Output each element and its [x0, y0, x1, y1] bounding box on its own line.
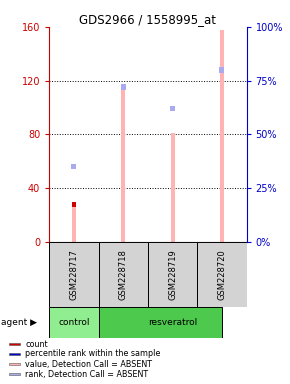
Bar — [9, 353, 20, 355]
Text: GSM228718: GSM228718 — [119, 249, 128, 300]
Text: count: count — [25, 340, 48, 349]
Text: GSM228720: GSM228720 — [217, 249, 226, 300]
Bar — [72, 206, 76, 242]
Bar — [49, 242, 99, 307]
Bar — [170, 106, 175, 111]
Text: GSM228717: GSM228717 — [69, 249, 79, 300]
Bar — [219, 67, 224, 73]
Text: percentile rank within the sample: percentile rank within the sample — [25, 349, 161, 359]
Text: resveratrol: resveratrol — [148, 318, 197, 327]
Bar — [99, 307, 222, 338]
Bar — [9, 343, 20, 346]
Bar — [71, 164, 76, 169]
Bar — [220, 30, 224, 242]
Bar — [197, 242, 246, 307]
Bar — [148, 242, 197, 307]
Bar — [121, 90, 125, 242]
Text: rank, Detection Call = ABSENT: rank, Detection Call = ABSENT — [25, 370, 148, 379]
Bar — [121, 84, 126, 90]
Text: GSM228719: GSM228719 — [168, 249, 177, 300]
Bar — [171, 133, 175, 242]
Text: control: control — [58, 318, 90, 327]
Bar — [9, 373, 20, 376]
Bar — [9, 363, 20, 365]
Bar — [99, 242, 148, 307]
Bar — [49, 307, 99, 338]
Bar — [72, 202, 76, 207]
Title: GDS2966 / 1558995_at: GDS2966 / 1558995_at — [79, 13, 216, 26]
Text: agent ▶: agent ▶ — [1, 318, 37, 327]
Text: value, Detection Call = ABSENT: value, Detection Call = ABSENT — [25, 359, 152, 369]
